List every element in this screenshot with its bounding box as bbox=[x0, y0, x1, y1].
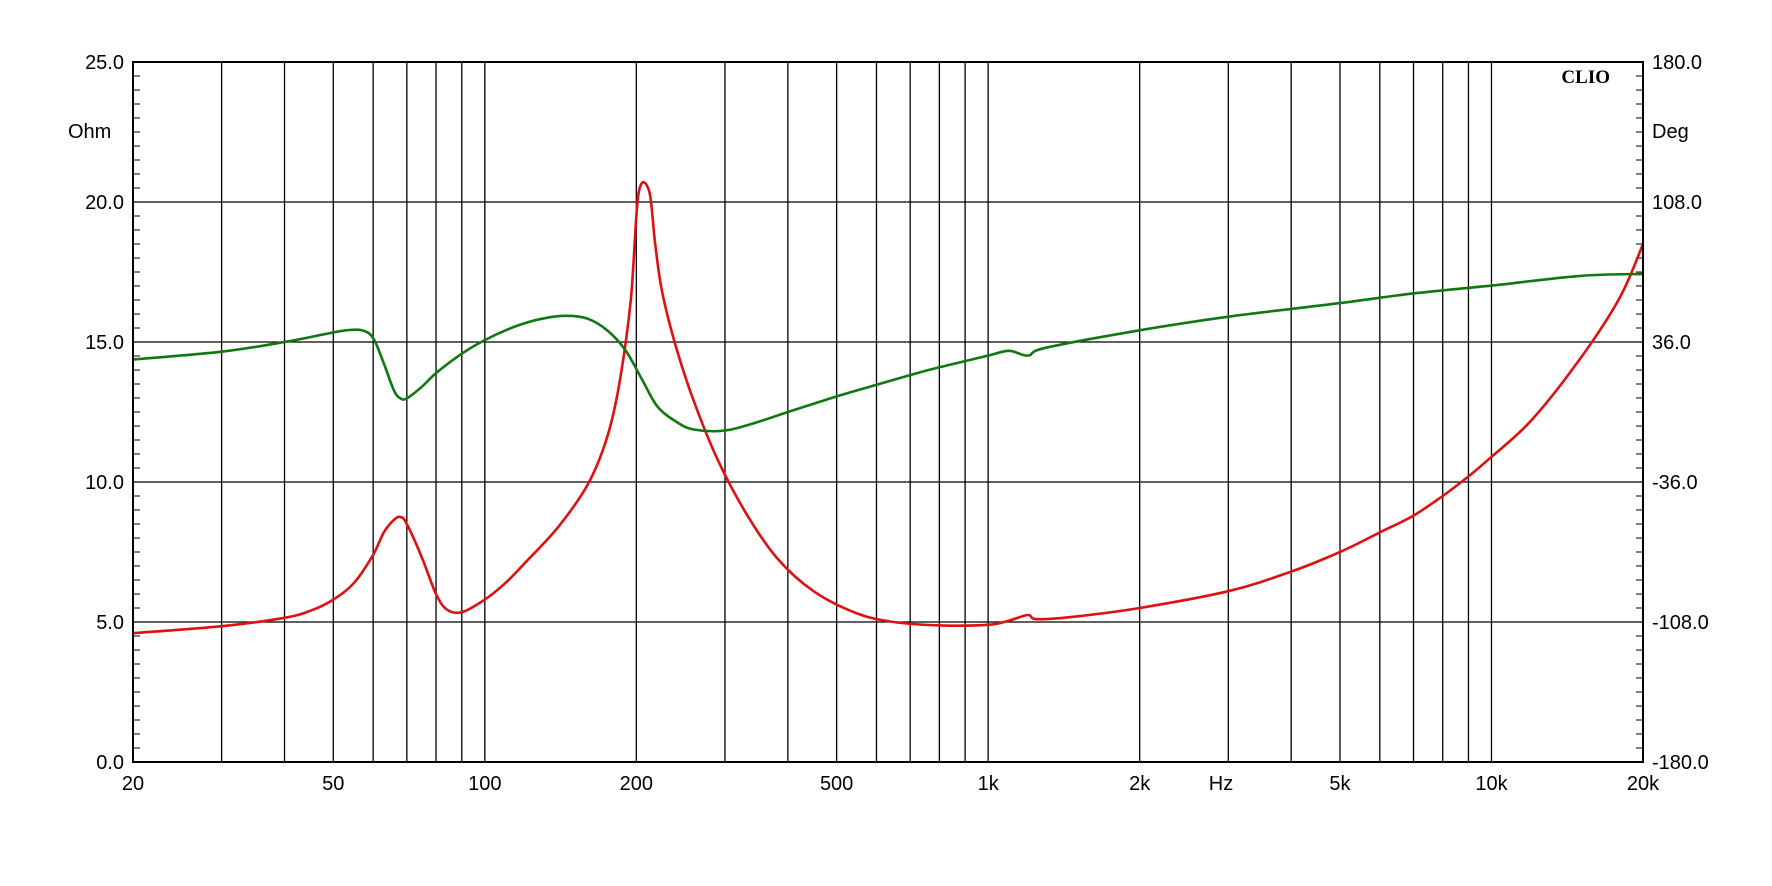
x-axis-tick-label: 500 bbox=[820, 773, 853, 795]
plot-background bbox=[133, 62, 1643, 762]
left-axis-tick-label: 25.0 bbox=[85, 52, 124, 74]
axis-labels: 0.0 5.0 10.0 15.0 20.0 25.0 -180.0 -108.0 -36.0 3… bbox=[85, 52, 1709, 795]
right-axis-tick-label: 180.0 bbox=[1652, 52, 1702, 74]
plot-frame bbox=[132, 61, 1644, 763]
x-axis-tick-label: 10k bbox=[1475, 773, 1508, 795]
right-axis-tick-label: -108.0 bbox=[1652, 612, 1709, 634]
right-axis-unit: Deg bbox=[1652, 121, 1689, 143]
clio-brand-logo: CLIO bbox=[1561, 67, 1610, 88]
curves bbox=[132, 180, 1645, 635]
x-axis-tick-label: 5k bbox=[1329, 773, 1351, 795]
x-axis-tick-label: 50 bbox=[322, 773, 344, 795]
phase-curve bbox=[132, 272, 1644, 433]
grid bbox=[133, 62, 1643, 762]
x-axis-tick-label: 100 bbox=[468, 773, 501, 795]
left-axis-tick-label: 5.0 bbox=[96, 612, 124, 634]
left-axis-tick-label: 0.0 bbox=[96, 752, 124, 774]
x-axis-tick-label: 20 bbox=[122, 773, 144, 795]
right-axis-tick-label: -180.0 bbox=[1652, 752, 1709, 774]
x-axis-tick-label: 20k bbox=[1627, 773, 1660, 795]
right-axis-tick-label: 108.0 bbox=[1652, 192, 1702, 214]
x-axis-tick-label: 1k bbox=[978, 773, 1000, 795]
left-axis-tick-label: 15.0 bbox=[85, 332, 124, 354]
impedance-curve bbox=[132, 180, 1645, 635]
x-axis-tick-label: 2k bbox=[1129, 773, 1151, 795]
left-axis-tick-label: 10.0 bbox=[85, 472, 124, 494]
right-axis-tick-label: 36.0 bbox=[1652, 332, 1691, 354]
right-axis-tick-label: -36.0 bbox=[1652, 472, 1698, 494]
x-axis-tick-label: 200 bbox=[620, 773, 653, 795]
left-axis-tick-label: 20.0 bbox=[85, 192, 124, 214]
left-axis-unit: Ohm bbox=[68, 121, 111, 143]
x-axis-unit: Hz bbox=[1209, 773, 1233, 795]
